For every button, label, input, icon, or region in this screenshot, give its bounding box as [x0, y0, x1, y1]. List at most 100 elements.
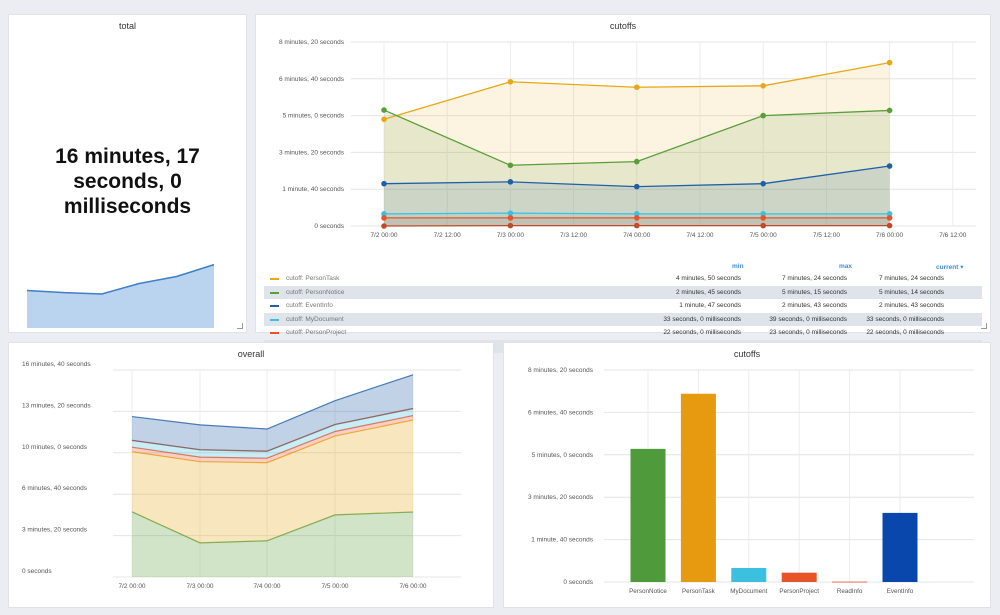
- total-sparkline: [26, 263, 215, 328]
- legend-min-value: 2 minutes, 45 seconds: [675, 288, 741, 296]
- legend-series-name[interactable]: cutoff: PersonTask: [286, 275, 340, 282]
- legend-header: min max current ▾: [264, 261, 982, 272]
- legend-swatch: [270, 318, 279, 321]
- legend-row[interactable]: cutoff: PersonTask 4 minutes, 50 seconds 7…: [264, 272, 982, 286]
- stack-area: [132, 511, 413, 577]
- legend-row[interactable]: cutoff: PersonNotice 2 minutes, 45 second…: [264, 285, 982, 299]
- data-point: [760, 222, 766, 229]
- data-point: [634, 183, 640, 190]
- y-tick-label: 6 minutes, 40 seconds: [22, 485, 88, 492]
- data-point: [381, 180, 387, 187]
- legend-rows: cutoff: PersonTask 4 minutes, 50 seconds 7…: [264, 272, 982, 353]
- y-tick-label: 10 minutes, 0 seconds: [22, 444, 88, 451]
- cutoffs-bar-chart: 0 seconds 1 minute, 40 seconds 3 minutes, …: [528, 367, 974, 595]
- legend-series-name[interactable]: cutoff: PersonProject: [286, 329, 347, 336]
- stack-line: [131, 407, 414, 452]
- panel-title[interactable]: total: [118, 21, 136, 31]
- legend-series-name[interactable]: cutoff: EventInfo: [286, 302, 333, 309]
- x-tick-label: 7/4 00:00: [623, 232, 650, 239]
- x-tick-label: PersonNotice: [629, 588, 667, 595]
- legend-row[interactable]: cutoff: EventInfo 1 minute, 47 seconds 2 m…: [264, 299, 982, 313]
- data-point: [760, 180, 766, 187]
- data-point: [886, 215, 893, 221]
- x-tick-label: 7/2 12:00: [434, 232, 461, 239]
- x-tick-label: 7/5 00:00: [321, 583, 348, 590]
- series-area: [384, 110, 890, 226]
- legend-series-name[interactable]: cutoff: MyDocument: [286, 315, 344, 323]
- legend-row[interactable]: cutoff: MyDocument 33 seconds, 0 millisec…: [264, 312, 982, 326]
- data-point: [634, 215, 640, 221]
- stack-line: [131, 414, 414, 459]
- legend-min-value: 4 minutes, 50 seconds: [675, 275, 741, 282]
- panel-title[interactable]: overall: [237, 349, 265, 359]
- legend-max-value: 23 seconds, 0 milliseconds: [769, 329, 847, 336]
- stack-line: [131, 374, 414, 430]
- x-tick-label: 7/3 12:00: [560, 232, 587, 239]
- legend-swatch: [270, 305, 279, 307]
- data-point: [507, 179, 514, 185]
- data-point: [760, 112, 766, 119]
- legend-current-value: 2 minutes, 43 seconds: [878, 302, 944, 309]
- bar-readinfo: [832, 581, 868, 583]
- legend-max-value: 2 minutes, 43 seconds: [781, 302, 847, 309]
- legend-current-value: 7 minutes, 24 seconds: [878, 275, 944, 282]
- stack-line: [131, 511, 414, 544]
- data-point: [886, 107, 893, 114]
- data-point: [507, 162, 514, 169]
- x-tick-label: 7/4 12:00: [686, 232, 713, 239]
- y-tick-label: 6 minutes, 40 seconds: [279, 76, 345, 83]
- data-point: [634, 84, 640, 91]
- x-tick-label: 7/4 00:00: [253, 583, 280, 590]
- y-tick-label: 5 minutes, 0 seconds: [283, 113, 345, 120]
- legend-swatch: [270, 291, 279, 294]
- stack-line: [131, 419, 414, 464]
- total-stat-value: 16 minutes, 17 seconds, 0 milliseconds: [55, 145, 200, 218]
- x-tick-label: EventInfo: [887, 588, 914, 595]
- cutoffs-line-chart: 0 seconds 1 minute, 40 seconds 3 minutes, …: [279, 39, 976, 239]
- legend-max-value: 39 seconds, 0 milliseconds: [769, 315, 847, 323]
- x-tick-label: MyDocument: [730, 588, 767, 595]
- legend-table: min max current ▾ cutoff: PersonTask 4 mi…: [264, 261, 982, 353]
- legend-max-value: 7 minutes, 24 seconds: [781, 275, 847, 282]
- x-tick-label: 7/5 00:00: [750, 232, 777, 239]
- stack-area: [132, 420, 413, 543]
- data-point: [507, 215, 514, 221]
- legend-max-value: 5 minutes, 15 seconds: [781, 288, 847, 296]
- resize-handle[interactable]: [981, 323, 987, 329]
- y-tick-label: 5 minutes, 0 seconds: [532, 452, 594, 459]
- data-point: [507, 222, 514, 229]
- data-point: [634, 158, 640, 165]
- legend-series-name[interactable]: cutoff: PersonNotice: [286, 288, 345, 296]
- overall-panel: overall 0 seconds 3 minutes, 20 seconds 6 …: [8, 342, 494, 608]
- sparkline-line: [26, 263, 215, 295]
- data-point: [381, 215, 387, 221]
- legend-col-min[interactable]: min: [732, 263, 744, 270]
- x-tick-label: 7/2 00:00: [370, 232, 397, 239]
- data-point: [381, 107, 387, 113]
- y-tick-label: 1 minute, 40 seconds: [282, 186, 345, 193]
- y-tick-label: 8 minutes, 20 seconds: [528, 367, 594, 374]
- data-point: [381, 116, 387, 123]
- x-tick-label: PersonProject: [779, 588, 819, 595]
- x-tick-label: 7/3 00:00: [497, 232, 524, 239]
- x-tick-label: 7/3 00:00: [186, 583, 213, 590]
- y-tick-label: 13 minutes, 20 seconds: [22, 402, 91, 409]
- data-point: [634, 222, 640, 229]
- data-point: [760, 82, 766, 89]
- legend-swatch: [270, 332, 279, 334]
- data-point: [886, 59, 893, 66]
- y-tick-label: 3 minutes, 20 seconds: [22, 527, 88, 534]
- legend-col-current[interactable]: current ▾: [936, 264, 964, 271]
- x-tick-label: 7/2 00:00: [118, 583, 145, 590]
- legend-row[interactable]: cutoff: PersonProject 22 seconds, 0 milli…: [264, 326, 982, 340]
- x-tick-label: 7/5 12:00: [813, 232, 840, 239]
- y-tick-label: 3 minutes, 20 seconds: [279, 149, 345, 156]
- legend-col-max[interactable]: max: [839, 263, 853, 270]
- panel-title[interactable]: cutoffs: [609, 21, 637, 31]
- resize-handle[interactable]: [237, 323, 243, 329]
- bar-personnotice: [630, 448, 666, 582]
- panel-title[interactable]: cutoffs: [733, 349, 761, 359]
- bar-personproject: [781, 572, 817, 582]
- data-point: [507, 210, 514, 216]
- overall-area-chart: 0 seconds 3 minutes, 20 seconds 6 minutes,…: [22, 361, 461, 590]
